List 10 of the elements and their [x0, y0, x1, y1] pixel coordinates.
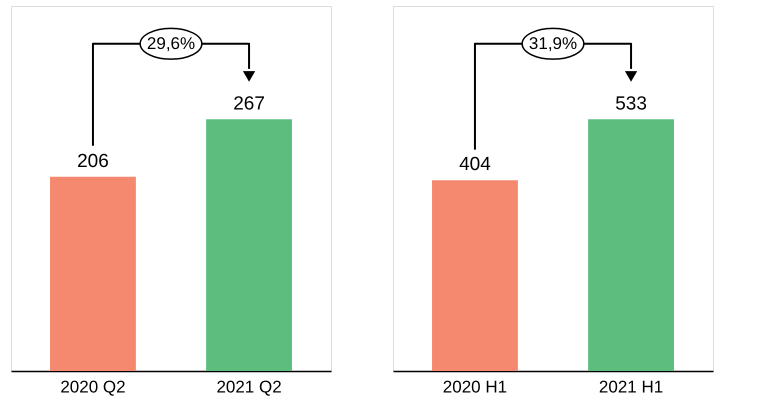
x-tick-label: 2021 Q2 [216, 378, 282, 396]
data-label: 206 [77, 150, 109, 172]
text: 29,6% [146, 34, 196, 53]
data-label: 533 [615, 93, 647, 114]
x-tick-label: 2021 H1 [598, 378, 664, 396]
x-tick-label: 2020 H1 [442, 378, 508, 396]
data-label: 404 [459, 154, 492, 176]
x-tick-label: 2020 Q2 [60, 378, 126, 396]
data-label: 267 [233, 93, 265, 114]
text: 31,9% [528, 34, 578, 53]
